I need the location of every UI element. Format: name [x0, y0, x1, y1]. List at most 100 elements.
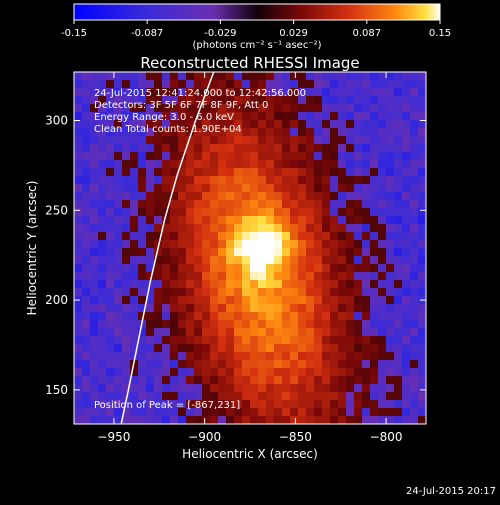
- heatmap-cell: [306, 72, 315, 81]
- heatmap-cell: [74, 272, 83, 281]
- heatmap-cell: [370, 296, 379, 305]
- heatmap-cell: [370, 176, 379, 185]
- heatmap-cell: [90, 128, 99, 137]
- heatmap-cell: [154, 408, 163, 417]
- heatmap-cell: [322, 216, 331, 225]
- heatmap-cell: [234, 72, 243, 81]
- heatmap-cell: [154, 232, 163, 241]
- heatmap-cell: [210, 336, 219, 345]
- heatmap-cell: [266, 304, 275, 313]
- heatmap-cell: [266, 112, 275, 121]
- heatmap-cell: [298, 264, 307, 273]
- heatmap-cell: [138, 136, 147, 145]
- heatmap-cell: [162, 136, 171, 145]
- heatmap-cell: [154, 328, 163, 337]
- heatmap-cell: [210, 320, 219, 329]
- heatmap-cell: [194, 224, 203, 233]
- heatmap-cell: [274, 176, 283, 185]
- heatmap-cell: [402, 96, 411, 105]
- heatmap-cell: [250, 360, 259, 369]
- heatmap-cell: [410, 416, 419, 424]
- heatmap-cell: [162, 296, 171, 305]
- heatmap-cell: [370, 368, 379, 377]
- heatmap-cell: [218, 312, 227, 321]
- heatmap-cell: [386, 144, 395, 153]
- heatmap-cell: [346, 272, 355, 281]
- heatmap-cell: [114, 160, 123, 169]
- heatmap-cell: [410, 280, 419, 289]
- heatmap-cell: [242, 384, 251, 393]
- heatmap-cell: [370, 272, 379, 281]
- heatmap-cell: [186, 376, 195, 385]
- heatmap-cell: [282, 312, 291, 321]
- heatmap-cell: [194, 104, 203, 113]
- heatmap-cell: [74, 152, 83, 161]
- annotation-detectors: Detectors: 3F 5F 6F 7F 8F 9F, Att 0: [94, 100, 268, 111]
- heatmap-cell: [186, 400, 195, 409]
- heatmap-cell: [90, 264, 99, 273]
- heatmap-cell: [138, 80, 147, 89]
- heatmap-cell: [258, 184, 267, 193]
- heatmap-cell: [106, 320, 115, 329]
- heatmap-cell: [386, 360, 395, 369]
- heatmap-cell: [154, 248, 163, 257]
- heatmap-cell: [370, 152, 379, 161]
- heatmap-cell: [370, 80, 379, 89]
- heatmap-cell: [122, 288, 131, 297]
- heatmap-cell: [210, 232, 219, 241]
- heatmap-cell: [258, 352, 267, 361]
- heatmap-cell: [250, 400, 259, 409]
- heatmap-cell: [178, 80, 187, 89]
- heatmap-cell: [338, 248, 347, 257]
- heatmap-cell: [306, 152, 315, 161]
- heatmap-cell: [146, 96, 155, 105]
- heatmap-cell: [314, 272, 323, 281]
- heatmap-cell: [218, 328, 227, 337]
- heatmap-cell: [162, 200, 171, 209]
- heatmap-cell: [178, 248, 187, 257]
- heatmap-cell: [234, 176, 243, 185]
- heatmap-cell: [202, 368, 211, 377]
- heatmap-cell: [410, 272, 419, 281]
- heatmap-cell: [354, 312, 363, 321]
- heatmap-cell: [250, 208, 259, 217]
- heatmap-cell: [114, 296, 123, 305]
- heatmap-cell: [234, 328, 243, 337]
- heatmap-cell: [170, 136, 179, 145]
- heatmap-cell: [122, 216, 131, 225]
- heatmap-cell: [338, 152, 347, 161]
- heatmap-cell: [162, 336, 171, 345]
- heatmap-cell: [106, 328, 115, 337]
- heatmap-cell: [314, 312, 323, 321]
- heatmap-cell: [186, 176, 195, 185]
- heatmap-cell: [330, 152, 339, 161]
- heatmap-cell: [338, 136, 347, 145]
- heatmap-cell: [202, 280, 211, 289]
- heatmap-cell: [274, 416, 283, 424]
- heatmap-cell: [354, 136, 363, 145]
- heatmap-cell: [354, 144, 363, 153]
- heatmap-cell: [226, 416, 235, 424]
- heatmap-cell: [170, 216, 179, 225]
- heatmap-cell: [322, 200, 331, 209]
- heatmap-cell: [122, 120, 131, 129]
- heatmap-cell: [202, 416, 211, 424]
- heatmap-cell: [274, 88, 283, 97]
- heatmap-cell: [82, 160, 91, 169]
- heatmap-cell: [146, 136, 155, 145]
- heatmap-cell: [282, 352, 291, 361]
- heatmap-cell: [218, 368, 227, 377]
- heatmap-cell: [146, 128, 155, 137]
- heatmap-cell: [378, 280, 387, 289]
- heatmap-cell: [74, 96, 83, 105]
- heatmap-cell: [234, 336, 243, 345]
- heatmap-cell: [146, 264, 155, 273]
- heatmap-cell: [186, 280, 195, 289]
- heatmap-cell: [306, 240, 315, 249]
- heatmap-cell: [386, 120, 395, 129]
- heatmap-cell: [346, 408, 355, 417]
- heatmap-cell: [386, 216, 395, 225]
- heatmap-cell: [202, 272, 211, 281]
- heatmap-cell: [370, 328, 379, 337]
- heatmap-cell: [242, 136, 251, 145]
